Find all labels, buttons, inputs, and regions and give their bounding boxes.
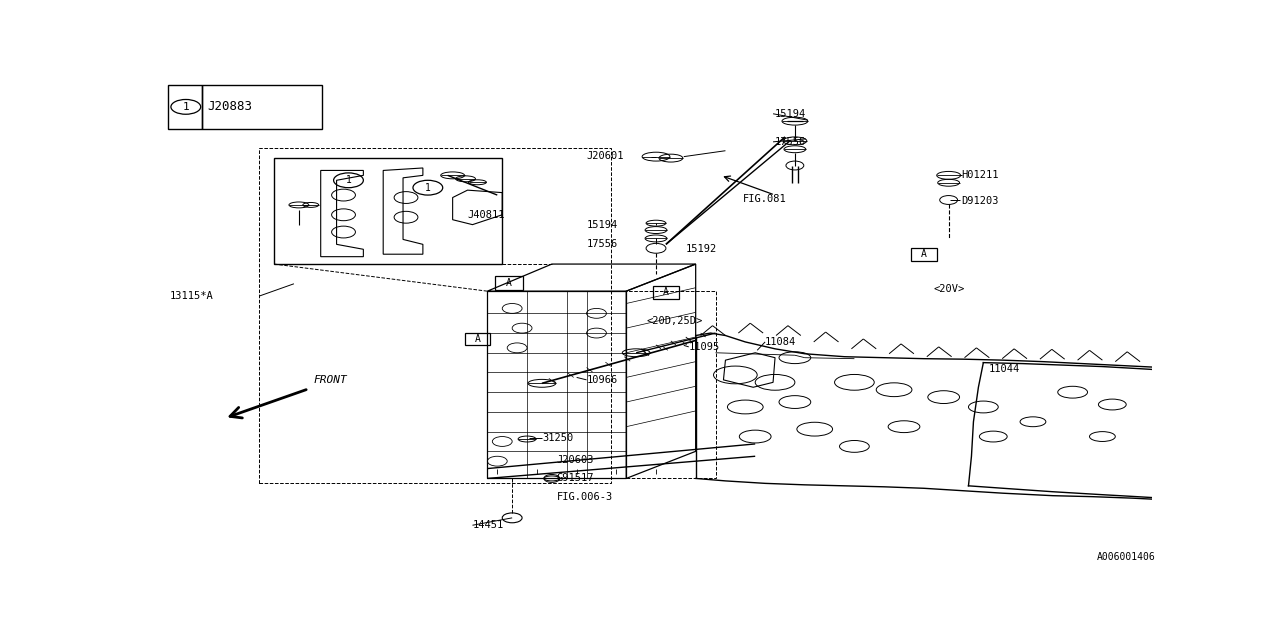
Text: 11044: 11044 <box>988 364 1020 374</box>
Text: D91203: D91203 <box>961 196 998 206</box>
Text: 1: 1 <box>183 102 189 112</box>
Text: A006001406: A006001406 <box>1097 552 1155 563</box>
Text: A: A <box>475 334 480 344</box>
Text: 17556: 17556 <box>776 137 806 147</box>
Text: 15194: 15194 <box>776 109 806 119</box>
Text: 31250: 31250 <box>541 433 573 442</box>
Text: <20V>: <20V> <box>934 284 965 294</box>
Text: G91517: G91517 <box>557 474 594 483</box>
Bar <box>168 85 321 129</box>
Text: A: A <box>507 278 512 288</box>
Text: 15192: 15192 <box>686 244 717 254</box>
Text: H01211: H01211 <box>961 170 998 180</box>
Bar <box>465 333 490 346</box>
Bar <box>274 158 502 264</box>
Text: 15194: 15194 <box>586 220 618 230</box>
Text: FRONT: FRONT <box>314 375 347 385</box>
Text: <20D,25D>: <20D,25D> <box>646 316 703 326</box>
Text: 10966: 10966 <box>586 375 618 385</box>
Bar <box>488 291 716 479</box>
Text: 14451: 14451 <box>472 520 504 531</box>
Text: FIG.006-3: FIG.006-3 <box>557 492 613 502</box>
Text: A: A <box>920 249 927 259</box>
Text: 17556: 17556 <box>586 239 618 250</box>
Text: A: A <box>663 287 669 297</box>
Bar <box>495 276 524 290</box>
Bar <box>259 148 612 483</box>
Bar <box>653 285 678 298</box>
Text: 1: 1 <box>346 175 352 186</box>
Text: FIG.081: FIG.081 <box>744 193 787 204</box>
Text: J40811: J40811 <box>467 210 506 220</box>
Bar <box>488 291 626 479</box>
Bar <box>911 248 937 260</box>
Text: 11095: 11095 <box>689 342 719 352</box>
Text: J20603: J20603 <box>557 455 594 465</box>
Text: 11084: 11084 <box>765 337 796 347</box>
Text: J20601: J20601 <box>586 150 625 161</box>
Text: 1: 1 <box>425 182 431 193</box>
Text: J20883: J20883 <box>207 100 252 113</box>
Text: 13115*A: 13115*A <box>170 291 214 301</box>
